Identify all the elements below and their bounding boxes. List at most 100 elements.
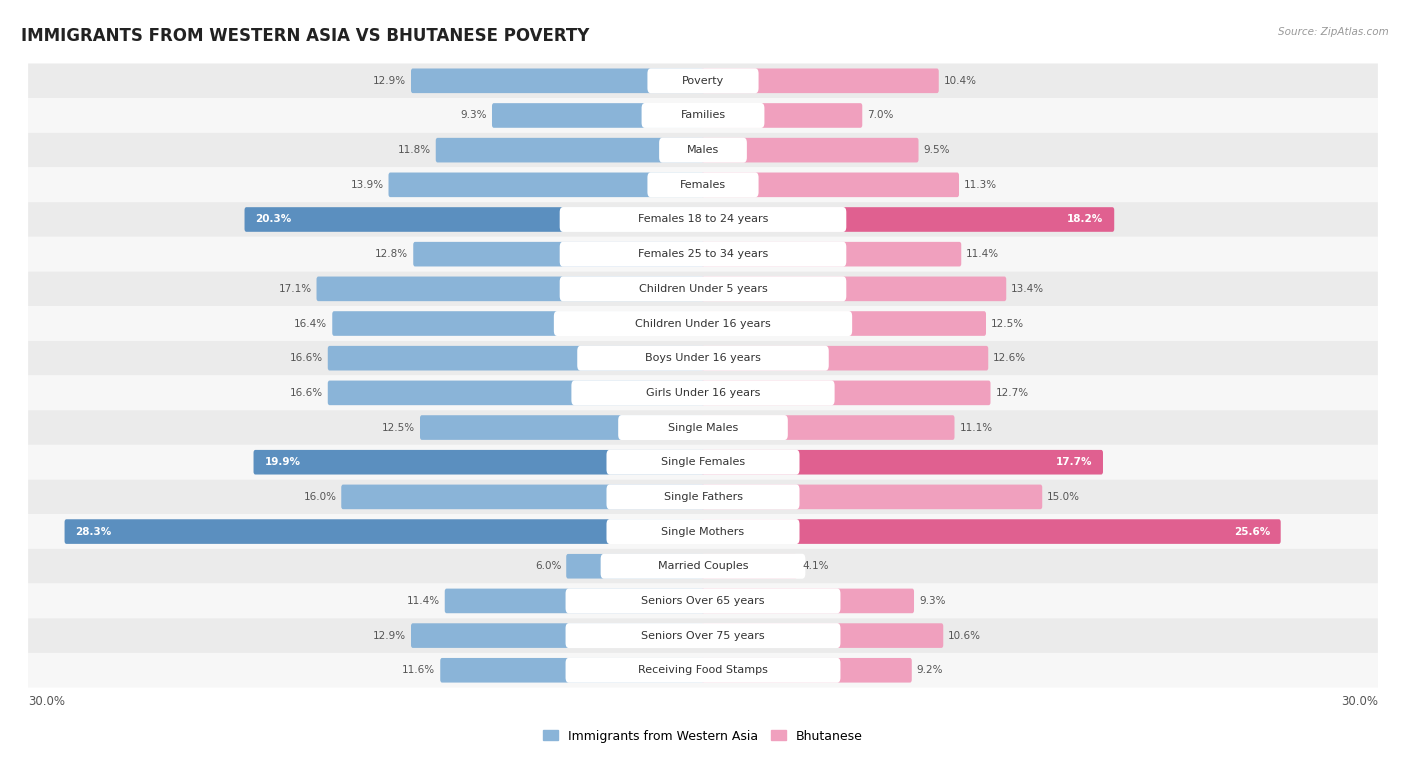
FancyBboxPatch shape [436,138,704,162]
Text: 28.3%: 28.3% [76,527,111,537]
FancyBboxPatch shape [411,68,704,93]
FancyBboxPatch shape [28,341,1378,375]
Text: 12.8%: 12.8% [375,249,408,259]
Text: 12.9%: 12.9% [373,631,406,641]
Text: 17.1%: 17.1% [278,283,312,294]
Text: Families: Families [681,111,725,121]
Text: 13.9%: 13.9% [350,180,384,190]
Text: 16.0%: 16.0% [304,492,336,502]
FancyBboxPatch shape [659,138,747,163]
Text: 11.3%: 11.3% [965,180,997,190]
FancyBboxPatch shape [702,415,955,440]
FancyBboxPatch shape [28,480,1378,514]
Text: 10.4%: 10.4% [943,76,977,86]
Text: 12.5%: 12.5% [991,318,1024,328]
FancyBboxPatch shape [641,103,765,128]
FancyBboxPatch shape [702,381,990,406]
Text: Females 25 to 34 years: Females 25 to 34 years [638,249,768,259]
FancyBboxPatch shape [606,484,800,509]
FancyBboxPatch shape [28,168,1378,202]
Text: 30.0%: 30.0% [28,695,65,708]
FancyBboxPatch shape [560,277,846,302]
FancyBboxPatch shape [411,623,704,648]
Legend: Immigrants from Western Asia, Bhutanese: Immigrants from Western Asia, Bhutanese [538,725,868,747]
FancyBboxPatch shape [65,519,704,544]
Text: 17.7%: 17.7% [1056,457,1092,467]
Text: Married Couples: Married Couples [658,561,748,572]
FancyBboxPatch shape [440,658,704,682]
FancyBboxPatch shape [28,514,1378,549]
FancyBboxPatch shape [28,98,1378,133]
Text: Poverty: Poverty [682,76,724,86]
FancyBboxPatch shape [702,207,1114,232]
FancyBboxPatch shape [28,306,1378,341]
FancyBboxPatch shape [245,207,704,232]
FancyBboxPatch shape [28,584,1378,619]
Text: Girls Under 16 years: Girls Under 16 years [645,388,761,398]
Text: 11.8%: 11.8% [398,145,430,155]
FancyBboxPatch shape [560,242,846,267]
Text: 9.3%: 9.3% [461,111,486,121]
Text: 12.6%: 12.6% [993,353,1026,363]
FancyBboxPatch shape [702,173,959,197]
Text: Children Under 5 years: Children Under 5 years [638,283,768,294]
Text: 11.1%: 11.1% [959,422,993,433]
FancyBboxPatch shape [28,410,1378,445]
FancyBboxPatch shape [702,242,962,267]
FancyBboxPatch shape [702,623,943,648]
Text: 16.6%: 16.6% [290,388,323,398]
FancyBboxPatch shape [702,68,939,93]
Text: 7.0%: 7.0% [868,111,894,121]
Text: IMMIGRANTS FROM WESTERN ASIA VS BHUTANESE POVERTY: IMMIGRANTS FROM WESTERN ASIA VS BHUTANES… [21,27,589,45]
Text: Females: Females [681,180,725,190]
Text: Receiving Food Stamps: Receiving Food Stamps [638,666,768,675]
Text: Source: ZipAtlas.com: Source: ZipAtlas.com [1278,27,1389,36]
FancyBboxPatch shape [567,554,704,578]
Text: 16.6%: 16.6% [290,353,323,363]
Text: 6.0%: 6.0% [534,561,561,572]
FancyBboxPatch shape [565,623,841,648]
FancyBboxPatch shape [702,450,1102,475]
Text: 12.5%: 12.5% [382,422,415,433]
Text: Males: Males [688,145,718,155]
FancyBboxPatch shape [647,68,759,93]
Text: 11.4%: 11.4% [966,249,1000,259]
FancyBboxPatch shape [702,519,1281,544]
FancyBboxPatch shape [444,589,704,613]
FancyBboxPatch shape [554,311,852,336]
FancyBboxPatch shape [492,103,704,128]
FancyBboxPatch shape [388,173,704,197]
Text: 9.3%: 9.3% [920,596,945,606]
FancyBboxPatch shape [28,133,1378,168]
FancyBboxPatch shape [560,207,846,232]
Text: Single Fathers: Single Fathers [664,492,742,502]
Text: Seniors Over 75 years: Seniors Over 75 years [641,631,765,641]
Text: 12.7%: 12.7% [995,388,1029,398]
Text: Children Under 16 years: Children Under 16 years [636,318,770,328]
FancyBboxPatch shape [28,549,1378,584]
FancyBboxPatch shape [28,445,1378,480]
FancyBboxPatch shape [316,277,704,301]
Text: Single Males: Single Males [668,422,738,433]
FancyBboxPatch shape [606,519,800,544]
Text: 25.6%: 25.6% [1233,527,1270,537]
FancyBboxPatch shape [328,381,704,406]
Text: 4.1%: 4.1% [801,561,828,572]
FancyBboxPatch shape [647,172,759,197]
FancyBboxPatch shape [413,242,704,267]
FancyBboxPatch shape [328,346,704,371]
FancyBboxPatch shape [28,375,1378,410]
FancyBboxPatch shape [606,449,800,475]
Text: Single Mothers: Single Mothers [661,527,745,537]
FancyBboxPatch shape [578,346,828,371]
Text: 10.6%: 10.6% [948,631,981,641]
FancyBboxPatch shape [28,619,1378,653]
FancyBboxPatch shape [342,484,704,509]
FancyBboxPatch shape [702,138,918,162]
FancyBboxPatch shape [565,658,841,683]
Text: 11.4%: 11.4% [406,596,440,606]
FancyBboxPatch shape [565,588,841,613]
FancyBboxPatch shape [702,277,1007,301]
Text: 9.2%: 9.2% [917,666,943,675]
FancyBboxPatch shape [332,312,704,336]
